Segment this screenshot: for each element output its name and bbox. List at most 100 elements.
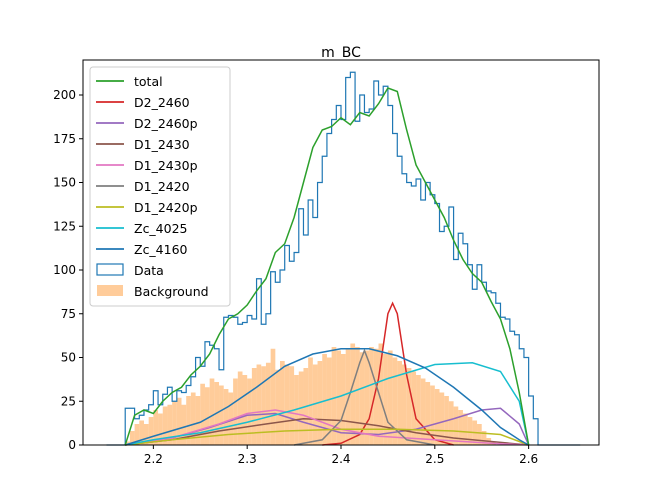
y-tick-label: 100	[53, 263, 76, 277]
x-tick-label: 2.4	[331, 452, 350, 466]
background-bar	[458, 410, 463, 445]
background-bar	[129, 431, 135, 445]
background-bar	[190, 392, 196, 445]
background-bar	[134, 424, 140, 445]
background-bar	[284, 364, 290, 445]
background-bar	[481, 431, 487, 445]
background-bar	[162, 406, 168, 445]
series-line-zc-4160	[124, 348, 530, 446]
series-line-d2-2460	[322, 301, 454, 446]
background-bar	[369, 347, 374, 445]
legend-label: Data	[134, 263, 164, 278]
chart-title: m_BC	[321, 45, 361, 61]
legend-label: Background	[134, 284, 209, 299]
background-bar	[420, 378, 426, 445]
legend-label: D1_2420p	[134, 200, 198, 215]
x-axis: 2.2 2.3 2.4 2.5 2.6	[144, 445, 538, 466]
background-bar	[448, 401, 454, 445]
background-bar	[200, 383, 205, 445]
background-bar	[416, 375, 421, 445]
background-bar	[195, 396, 201, 445]
background-bar	[172, 401, 177, 445]
background-bar	[204, 387, 210, 445]
legend-label: Zc_4025	[134, 221, 188, 236]
background-bar	[219, 385, 224, 445]
plot-area	[106, 71, 581, 446]
y-tick-label: 50	[61, 351, 76, 365]
background-bar	[378, 343, 384, 445]
x-tick-label: 2.3	[238, 452, 257, 466]
background-bar	[401, 364, 407, 445]
legend: total D2_2460 D2_2460p D1_2430 D1_2430p D1_24…	[89, 66, 231, 307]
series-line-d1-2430p	[125, 409, 529, 446]
background-bar	[251, 368, 257, 445]
background-bar	[270, 348, 276, 445]
axes-frame	[82, 59, 600, 446]
legend-label: total	[134, 74, 163, 89]
legend-label: D1_2430	[134, 137, 190, 152]
y-tick-label: 200	[53, 88, 76, 102]
background-bar	[331, 347, 337, 445]
background-bar	[139, 420, 144, 445]
legend-box	[89, 66, 231, 307]
series-line-d1-2420p	[125, 428, 529, 446]
background-bar	[439, 392, 445, 445]
background-bar	[326, 357, 332, 445]
series-line-total	[124, 87, 530, 446]
background-bar	[186, 396, 191, 445]
legend-label: D2_2460p	[134, 116, 198, 131]
background-bar	[453, 406, 459, 445]
background-bar	[467, 417, 473, 445]
y-axis: 0 25 50 75 100 125 150 175 200	[53, 88, 83, 452]
background-bar	[345, 348, 351, 445]
series-line-d1-2420	[293, 348, 435, 446]
background-bar	[153, 410, 159, 445]
y-tick-label: 75	[61, 307, 76, 321]
y-tick-label: 175	[53, 132, 76, 146]
background-bar	[364, 350, 370, 445]
background-bar	[223, 389, 229, 445]
data-step-histogram	[106, 71, 581, 446]
background-bar	[477, 424, 482, 445]
background-bar	[233, 378, 238, 445]
background-bar	[280, 361, 285, 445]
background-bar	[430, 385, 435, 445]
x-tick-label: 2.2	[144, 452, 163, 466]
y-tick-label: 25	[61, 394, 76, 408]
background-bar	[209, 378, 215, 445]
background-bar	[359, 352, 365, 445]
legend-label: D2_2460	[134, 95, 190, 110]
background-bar	[425, 382, 431, 445]
background-bar	[167, 404, 173, 445]
background-bar	[228, 392, 234, 445]
background-bar	[355, 347, 360, 445]
y-tick-label: 125	[53, 219, 76, 233]
legend-label: D1_2430p	[134, 158, 198, 173]
background-bar	[406, 368, 412, 445]
background-bar	[383, 354, 388, 445]
legend-swatch	[96, 263, 124, 276]
background-bar	[143, 424, 149, 445]
background-bar	[265, 362, 271, 445]
background-bar	[350, 343, 356, 445]
background-bar	[158, 413, 163, 445]
background-bar	[247, 378, 252, 445]
background-bar	[148, 417, 154, 445]
legend-label: D1_2420	[134, 179, 190, 194]
legend-label: Zc_4160	[134, 242, 188, 257]
y-tick-label: 0	[68, 438, 76, 452]
background-bar	[308, 357, 313, 445]
background-bar	[373, 348, 379, 445]
background-bar	[387, 350, 393, 445]
background-bar	[242, 375, 248, 445]
background-bar	[312, 364, 318, 445]
background-bar	[125, 441, 130, 445]
background-bar	[261, 366, 266, 445]
background-bar	[289, 366, 295, 445]
x-tick-label: 2.6	[519, 452, 538, 466]
series-line-zc-4025	[125, 361, 530, 446]
background-bar	[237, 371, 243, 445]
legend-swatch	[97, 285, 123, 296]
background-bar	[341, 354, 346, 445]
